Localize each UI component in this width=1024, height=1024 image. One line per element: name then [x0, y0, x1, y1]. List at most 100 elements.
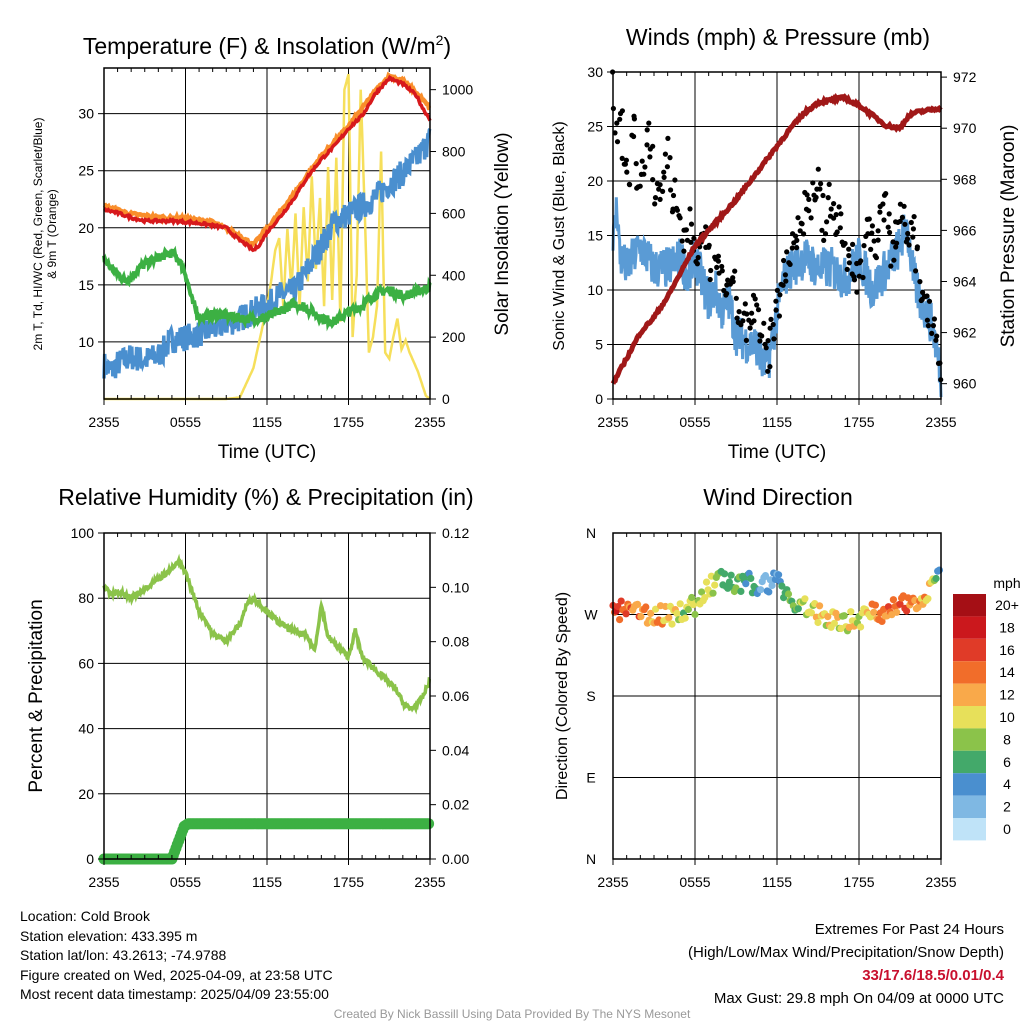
y2-tick-label: 0.12 [442, 525, 469, 541]
temperature-9m-line [102, 71, 432, 250]
gust-point [834, 229, 840, 235]
direction-point [768, 581, 776, 590]
direction-point [681, 614, 689, 622]
x-tick-label: 1755 [843, 414, 874, 430]
gust-point [851, 277, 858, 283]
direction-point [720, 570, 729, 578]
gust-point [759, 333, 765, 339]
gust-point [661, 174, 667, 180]
direction-tick-label: W [584, 607, 598, 623]
direction-tick-label: E [586, 770, 595, 786]
gust-point [672, 177, 678, 183]
gust-point [902, 221, 908, 227]
gust-point [765, 338, 771, 344]
gust-point [822, 231, 829, 237]
x-tick-label: 0555 [170, 414, 201, 430]
gust-point [770, 321, 776, 328]
gust-point [837, 225, 843, 231]
gust-point [631, 116, 638, 122]
y2-tick-label: 962 [953, 325, 977, 341]
gust-point [683, 227, 690, 233]
extremes-info: Extremes For Past 24 Hours (High/Low/Max… [688, 918, 1004, 1010]
pressure-ylabel: Station Pressure (Maroon) [998, 125, 1019, 348]
direction-point [935, 566, 944, 574]
direction-point [924, 595, 932, 603]
direction-point [840, 612, 848, 620]
direction-point [642, 603, 650, 611]
gust-point [755, 307, 762, 313]
temperature-xlabel: Time (UTC) [218, 442, 317, 463]
x-tick-label: 2355 [414, 874, 445, 890]
y-tick-label: 30 [78, 106, 94, 122]
gust-point [706, 242, 712, 248]
gust-point [806, 208, 812, 214]
gust-point [836, 204, 842, 210]
direction-point [709, 589, 717, 597]
gust-point [831, 201, 837, 207]
y-tick-label: 15 [587, 228, 603, 244]
gust-point [719, 268, 725, 274]
gust-point [868, 246, 874, 252]
gust-point [797, 228, 803, 234]
gust-point [780, 282, 786, 288]
gust-point [647, 154, 653, 160]
legend-title: mph [993, 575, 1020, 591]
x-tick-label: 1755 [333, 414, 364, 430]
gust-point [917, 279, 923, 285]
gust-point [744, 311, 750, 317]
legend-swatch [953, 750, 986, 774]
gust-point [738, 322, 744, 328]
gust-point [734, 315, 740, 321]
temperature-ylabel-line1: 2m T, Td, HI/WC (Red, Green, Scarlet/Blu… [31, 118, 45, 351]
gust-point [747, 325, 753, 331]
gust-point [650, 177, 656, 183]
gust-point [668, 187, 674, 193]
pressure-line [610, 92, 943, 385]
gust-point [883, 191, 889, 197]
gust-point [714, 264, 720, 270]
direction-tick-label: N [586, 525, 596, 541]
gust-point [865, 231, 871, 237]
gust-point [795, 215, 801, 221]
direction-point [668, 620, 676, 628]
gust-point [657, 182, 663, 188]
extremes-subtitle: (High/Low/Max Wind/Precipitation/Snow De… [688, 944, 1004, 961]
y-tick-label: 20 [78, 220, 94, 236]
gust-point [926, 298, 933, 304]
gust-point [869, 230, 875, 236]
gust-point [767, 325, 773, 331]
winds-ylabel: Sonic Wind & Gust (Blue, Black) [551, 121, 568, 350]
legend-label: 0 [1003, 821, 1011, 837]
gust-point [773, 307, 779, 313]
gust-point [617, 116, 623, 122]
gust-point [667, 155, 673, 161]
y2-tick-label: 0.02 [442, 797, 469, 813]
gust-point [650, 143, 656, 149]
gust-point [906, 242, 912, 248]
gust-point [899, 214, 906, 220]
direction-point [634, 600, 642, 609]
temperature-title: Temperature (F) & Insolation (W/m2) [83, 32, 451, 59]
gust-point [905, 230, 911, 237]
gust-point [730, 275, 736, 281]
direction-point [857, 623, 865, 631]
gust-point [730, 279, 736, 285]
gust-point [773, 298, 779, 304]
y-tick-label: 5 [595, 337, 603, 353]
y2-tick-label: 0.10 [442, 579, 469, 595]
y2-tick-label: 400 [442, 267, 466, 283]
gust-point [910, 234, 916, 240]
direction-point [830, 619, 839, 627]
gust-point [691, 235, 697, 241]
direction-point [747, 574, 755, 583]
gust-point [894, 240, 900, 246]
y2-tick-label: 0 [442, 391, 450, 407]
gust-point [924, 317, 931, 323]
temperature-2m-line [103, 74, 432, 253]
gust-point [774, 287, 781, 293]
gust-point [810, 180, 816, 186]
gust-point [674, 207, 681, 213]
y2-tick-label: 972 [953, 69, 977, 85]
gust-point [707, 276, 713, 283]
direction-point [702, 578, 711, 586]
